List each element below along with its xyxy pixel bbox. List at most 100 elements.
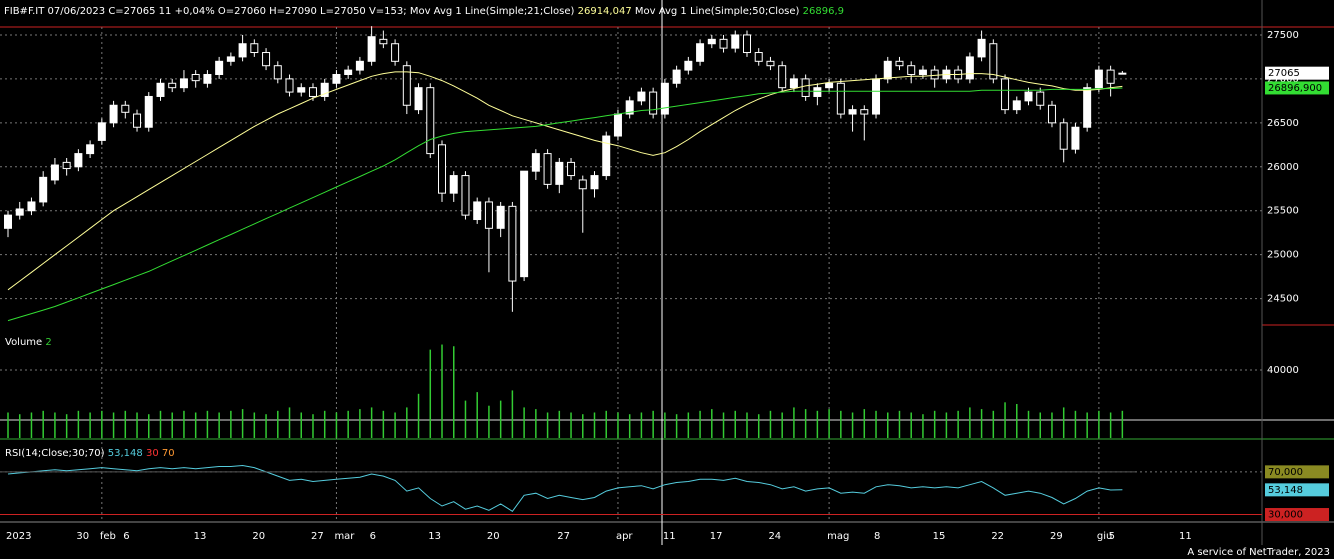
candle-body	[930, 69, 939, 80]
candle-body	[719, 38, 728, 49]
x-tick-label: 24	[768, 531, 781, 542]
candle-body	[262, 52, 271, 67]
rsi-line	[7, 464, 1123, 512]
candle-body	[766, 60, 775, 67]
candle-body	[496, 205, 505, 229]
candle-body	[1094, 69, 1103, 89]
candle-body	[402, 65, 411, 106]
candle-body	[1001, 78, 1010, 111]
value-box-label: 30,000	[1268, 510, 1303, 521]
candle-body	[144, 95, 153, 128]
candle-body	[813, 87, 822, 97]
candle-body	[918, 69, 927, 75]
x-tick-label: 17	[710, 531, 723, 542]
candle-body	[672, 69, 681, 84]
candle-body	[473, 201, 482, 221]
value-box	[1265, 81, 1329, 95]
x-tick-label: 15	[933, 531, 946, 542]
candle-body	[379, 38, 388, 45]
candle-body	[484, 201, 493, 229]
moving-average-line	[7, 71, 1123, 291]
candle-body	[1047, 104, 1056, 124]
candle-body	[27, 201, 36, 212]
candle-body	[789, 78, 798, 89]
candle-body	[215, 60, 224, 75]
candle-body	[391, 43, 400, 62]
candle-body	[121, 104, 130, 113]
x-tick-label: 8	[874, 531, 880, 542]
candle-body	[684, 60, 693, 71]
candle-body	[977, 38, 986, 58]
candle-body	[179, 78, 188, 89]
candle-body	[555, 161, 564, 185]
candle-body	[590, 175, 599, 190]
candle-body	[883, 60, 892, 80]
candle-body	[637, 91, 646, 102]
candle-body	[860, 109, 869, 115]
value-box-label: 53,148	[1268, 485, 1303, 496]
x-tick-label: 2023	[6, 531, 31, 542]
candle-body	[74, 153, 83, 168]
candle-body	[825, 82, 834, 89]
x-tick-label: 27	[557, 531, 570, 542]
candle-body	[426, 87, 435, 155]
candle-body	[109, 104, 118, 124]
x-tick-label: 5	[1109, 531, 1115, 542]
x-tick-label: mag	[827, 531, 849, 542]
candle-body	[567, 161, 576, 177]
value-box	[1265, 508, 1329, 522]
rsi-value: 53,148	[108, 448, 143, 459]
y-tick-label: 25000	[1267, 250, 1299, 261]
header-text: FIB#F.IT 07/06/2023 C=27065 11 +0,04% O=…	[4, 6, 407, 17]
x-tick-label: 30	[76, 531, 89, 542]
candle-body	[1012, 100, 1021, 111]
candle-body	[707, 38, 716, 45]
candle-body	[1118, 72, 1127, 75]
candle-body	[1083, 87, 1092, 128]
candle-body	[731, 34, 740, 49]
candle-body	[801, 78, 810, 97]
x-tick-label: apr	[616, 531, 633, 542]
rsi-title: RSI(14;Close;30;70)	[5, 448, 105, 459]
y-tick-label: 26500	[1267, 118, 1299, 129]
candle-body	[907, 65, 916, 75]
x-tick-label: mar	[334, 531, 355, 542]
candle-body	[250, 43, 259, 54]
candle-body	[508, 205, 517, 282]
candle-body	[97, 122, 106, 141]
volume-title: Volume	[5, 337, 42, 348]
candle-body	[285, 78, 294, 93]
y-tick-label: 27500	[1267, 30, 1299, 41]
candle-body	[320, 82, 329, 97]
candle-body	[531, 153, 540, 172]
candle-body	[308, 87, 317, 97]
candle-body	[578, 179, 587, 190]
candle-body	[613, 113, 622, 137]
candle-body	[156, 82, 165, 97]
candle-body	[15, 208, 24, 216]
candle-body	[238, 43, 247, 58]
value-box-label: 26896,900	[1268, 83, 1322, 94]
x-tick-label: 20	[252, 531, 265, 542]
x-tick-label: 13	[194, 531, 207, 542]
candle-body	[754, 52, 763, 62]
x-tick-label: 6	[370, 531, 376, 542]
candle-body	[965, 56, 974, 80]
candle-body	[895, 60, 904, 67]
y-tick-label: 24500	[1267, 294, 1299, 305]
candle-body	[414, 87, 423, 111]
value-box-label: 27065	[1268, 68, 1300, 79]
candle-body	[1059, 122, 1068, 150]
legend-ma50-value: 26896,9	[803, 6, 844, 17]
candle-body	[742, 34, 751, 54]
candle-body	[297, 87, 306, 93]
x-tick-label: 11	[1179, 531, 1192, 542]
value-box-label: 70,000	[1268, 467, 1303, 478]
candle-body	[449, 175, 458, 194]
x-tick-label: 29	[1050, 531, 1063, 542]
candle-body	[1106, 69, 1115, 84]
x-tick-label: 13	[428, 531, 441, 542]
candle-body	[1071, 126, 1080, 150]
